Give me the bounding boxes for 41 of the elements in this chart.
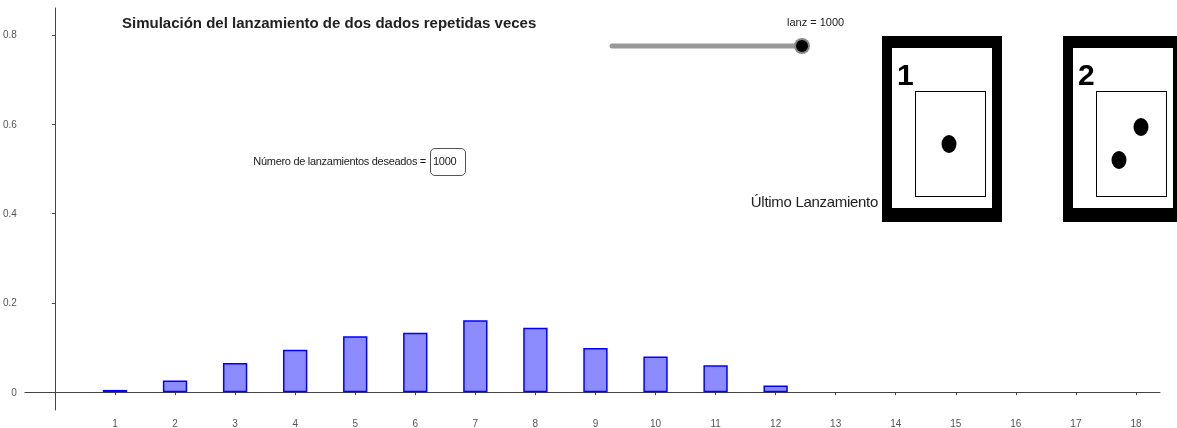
x-tick-label: 13 xyxy=(830,417,842,428)
y-tick-label: 0.8 xyxy=(3,29,18,41)
y-tick-label: 0.4 xyxy=(3,207,18,219)
y-tick-label: 0 xyxy=(11,386,18,398)
y-tick-label: 0.2 xyxy=(3,297,18,309)
x-tick-label: 10 xyxy=(649,417,662,428)
annotation: Número de lanzamientos deseados = xyxy=(253,155,426,167)
bar xyxy=(703,365,728,393)
annotation: 2 xyxy=(1078,58,1095,92)
chart-title: Simulación del lanzamiento de dos dados repetidas veces xyxy=(122,14,537,31)
bar xyxy=(222,363,248,393)
bar xyxy=(162,380,188,393)
x-tick-label: 4 xyxy=(292,417,299,428)
x-tick-label: 16 xyxy=(1010,417,1022,428)
x-tick-label: 1 xyxy=(112,417,119,428)
bar xyxy=(523,327,548,393)
bar xyxy=(282,349,308,393)
x-tick-label: 18 xyxy=(1130,417,1142,428)
bar xyxy=(643,356,668,393)
annotation: lanz = 1000 xyxy=(787,16,845,28)
y-tick-label: 0.6 xyxy=(3,118,18,130)
annotation: 1 xyxy=(897,58,914,92)
x-tick-label: 6 xyxy=(412,417,419,428)
x-tick-label: 11 xyxy=(710,417,722,428)
bar xyxy=(403,332,428,393)
bar xyxy=(343,336,368,393)
x-tick-label: 17 xyxy=(1070,417,1082,428)
bar xyxy=(463,320,488,393)
x-tick-label: 7 xyxy=(472,417,479,428)
x-tick-label: 12 xyxy=(770,417,782,428)
bar xyxy=(583,347,608,393)
x-tick-label: 14 xyxy=(890,417,902,428)
bar xyxy=(763,385,788,393)
x-tick-label: 5 xyxy=(352,417,359,428)
x-tick-label: 8 xyxy=(532,417,539,428)
x-tick-label: 15 xyxy=(950,417,962,428)
x-tick-label: 9 xyxy=(592,417,599,428)
x-tick-label: 2 xyxy=(172,417,179,428)
x-tick-label: 3 xyxy=(232,417,239,428)
annotation: 1000 xyxy=(433,155,457,167)
annotation: Último Lanzamiento xyxy=(750,193,878,210)
